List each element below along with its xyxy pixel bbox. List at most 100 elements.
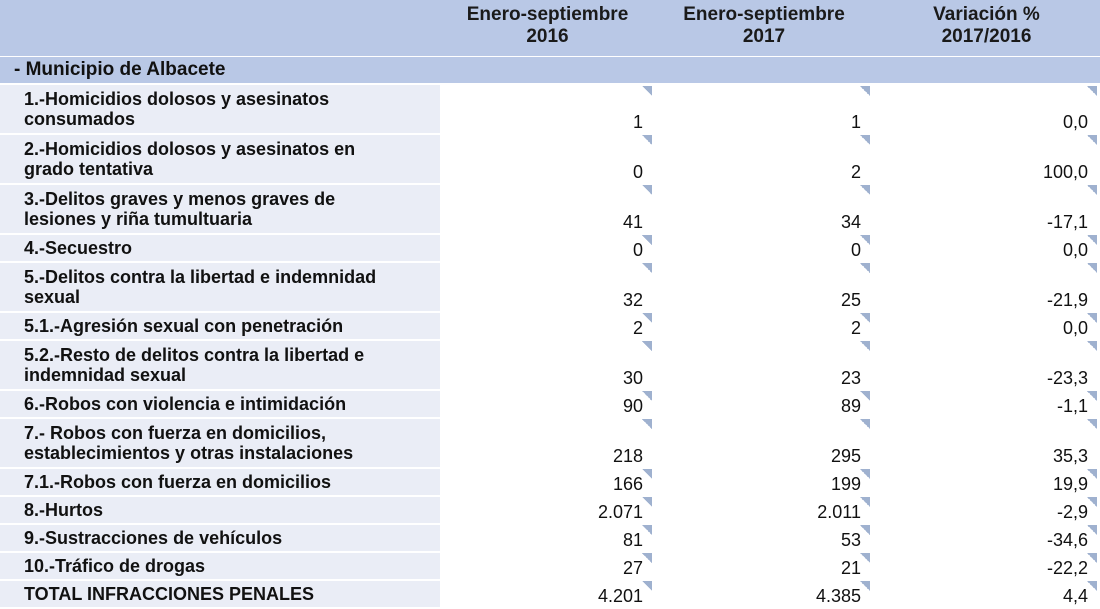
table-row: 7.1.-Robos con fuerza en domicilios 166 19…: [0, 468, 1100, 497]
value-variation: -22,2: [1046, 558, 1088, 578]
row-label: 2.-Homicidios dolosos y asesinatos en gra…: [0, 134, 440, 185]
row-label-line: 3.-Delitos graves y menos graves de: [24, 189, 336, 209]
table-row: 3.-Delitos graves y menos graves de lesio…: [0, 184, 1100, 235]
table-row: 4.-Secuestro 0 0 0,0: [0, 234, 1100, 263]
value-2017-cell: 2.011: [655, 496, 873, 524]
corner-note-icon[interactable]: [860, 313, 870, 323]
value-variation-cell: 35,3: [873, 418, 1100, 468]
row-label-line: 9.-Sustracciones de vehículos: [24, 528, 283, 548]
corner-note-icon[interactable]: [1087, 525, 1097, 535]
corner-note-icon[interactable]: [860, 235, 870, 245]
corner-note-icon[interactable]: [1087, 263, 1097, 273]
value-2016: 2.071: [597, 502, 643, 522]
corner-note-icon[interactable]: [860, 341, 870, 351]
corner-note-icon[interactable]: [1087, 581, 1097, 591]
corner-note-icon[interactable]: [860, 135, 870, 145]
value-2017-cell: 1: [655, 84, 873, 134]
table-row: 5.1.-Agresión sexual con penetración 2 2 0,…: [0, 312, 1100, 341]
corner-note-icon[interactable]: [642, 525, 652, 535]
corner-note-icon[interactable]: [1087, 135, 1097, 145]
corner-note-icon[interactable]: [860, 497, 870, 507]
corner-note-icon[interactable]: [642, 469, 652, 479]
corner-note-icon[interactable]: [642, 185, 652, 195]
row-label: 5.-Delitos contra la libertad e indemnid…: [0, 262, 440, 313]
value-variation-cell: -21,9: [873, 262, 1100, 312]
corner-note-icon[interactable]: [1087, 419, 1097, 429]
corner-note-icon[interactable]: [1087, 497, 1097, 507]
value-variation-cell: 0,0: [873, 234, 1100, 262]
corner-note-icon[interactable]: [860, 553, 870, 563]
row-label-line: indemnidad sexual: [24, 365, 187, 385]
value-2017-cell: 295: [655, 418, 873, 468]
corner-note-icon[interactable]: [1087, 185, 1097, 195]
corner-note-icon[interactable]: [1087, 469, 1097, 479]
value-2017: 23: [840, 368, 861, 388]
corner-note-icon[interactable]: [1087, 86, 1097, 96]
corner-note-icon[interactable]: [1087, 391, 1097, 401]
corner-note-icon[interactable]: [860, 525, 870, 535]
corner-note-icon[interactable]: [1087, 235, 1097, 245]
row-label-line: consumados: [24, 109, 136, 129]
corner-note-icon[interactable]: [860, 581, 870, 591]
corner-note-icon[interactable]: [642, 313, 652, 323]
header-row: Enero-septiembre 2016 Enero-septiembre 2…: [0, 0, 1100, 57]
row-label-line: 7.1.-Robos con fuerza en domicilios: [24, 472, 332, 492]
corner-note-icon[interactable]: [860, 419, 870, 429]
header-variation: Variación % 2017/2016: [873, 0, 1100, 57]
corner-note-icon[interactable]: [642, 135, 652, 145]
table-row: 7.- Robos con fuerza en domicilios, estab…: [0, 418, 1100, 469]
row-label-line: 5.-Delitos contra la libertad e indemnid…: [24, 267, 377, 287]
row-label-line: sexual: [24, 287, 81, 307]
value-variation-cell: -22,2: [873, 552, 1100, 580]
value-2016: 0: [632, 240, 643, 260]
table-row: 10.-Tráfico de drogas 27 21 -22,2: [0, 552, 1100, 581]
value-2017: 2: [850, 162, 861, 182]
value-2016-cell: 0: [440, 234, 655, 262]
corner-note-icon[interactable]: [860, 263, 870, 273]
corner-note-icon[interactable]: [642, 391, 652, 401]
value-2017: 89: [840, 396, 861, 416]
value-2016: 30: [622, 368, 643, 388]
value-2016-cell: 2.071: [440, 496, 655, 524]
row-label-line: lesiones y riña tumultuaria: [24, 209, 253, 229]
row-label-line: 4.-Secuestro: [24, 238, 133, 258]
value-variation: -2,9: [1056, 502, 1088, 522]
corner-note-icon[interactable]: [642, 497, 652, 507]
value-2017-cell: 4.385: [655, 580, 873, 608]
value-variation-cell: 0,0: [873, 312, 1100, 340]
row-label-line: 5.2.-Resto de delitos contra la libertad…: [24, 345, 365, 365]
corner-note-icon[interactable]: [642, 341, 652, 351]
value-variation-cell: 19,9: [873, 468, 1100, 496]
row-label-line: 5.1.-Agresión sexual con penetración: [24, 316, 344, 336]
value-2016-cell: 218: [440, 418, 655, 468]
corner-note-icon[interactable]: [642, 581, 652, 591]
corner-note-icon[interactable]: [860, 469, 870, 479]
corner-note-icon[interactable]: [642, 263, 652, 273]
corner-note-icon[interactable]: [642, 419, 652, 429]
row-label: 3.-Delitos graves y menos graves de lesio…: [0, 184, 440, 235]
value-2017: 21: [840, 558, 861, 578]
section-row: - Municipio de Albacete: [0, 56, 1100, 85]
corner-note-icon[interactable]: [1087, 313, 1097, 323]
value-variation: 100,0: [1042, 162, 1088, 182]
corner-note-icon[interactable]: [860, 86, 870, 96]
value-variation-cell: 4,4: [873, 580, 1100, 608]
corner-note-icon[interactable]: [642, 553, 652, 563]
corner-note-icon[interactable]: [642, 86, 652, 96]
value-2017-cell: 23: [655, 340, 873, 390]
row-label-line: 6.-Robos con violencia e intimidación: [24, 394, 347, 414]
corner-note-icon[interactable]: [1087, 341, 1097, 351]
corner-note-icon[interactable]: [860, 185, 870, 195]
value-variation: 0,0: [1062, 318, 1088, 338]
row-label: 8.-Hurtos: [0, 496, 440, 525]
table-row: 6.-Robos con violencia e intimidación 90 8…: [0, 390, 1100, 419]
value-variation: 19,9: [1052, 474, 1088, 494]
corner-note-icon[interactable]: [642, 235, 652, 245]
corner-note-icon[interactable]: [1087, 553, 1097, 563]
value-variation: -23,3: [1046, 368, 1088, 388]
value-variation: -34,6: [1046, 530, 1088, 550]
corner-note-icon[interactable]: [860, 391, 870, 401]
header-2016: Enero-septiembre 2016: [440, 0, 655, 57]
value-2016: 0: [632, 162, 643, 182]
value-variation-cell: -17,1: [873, 184, 1100, 234]
